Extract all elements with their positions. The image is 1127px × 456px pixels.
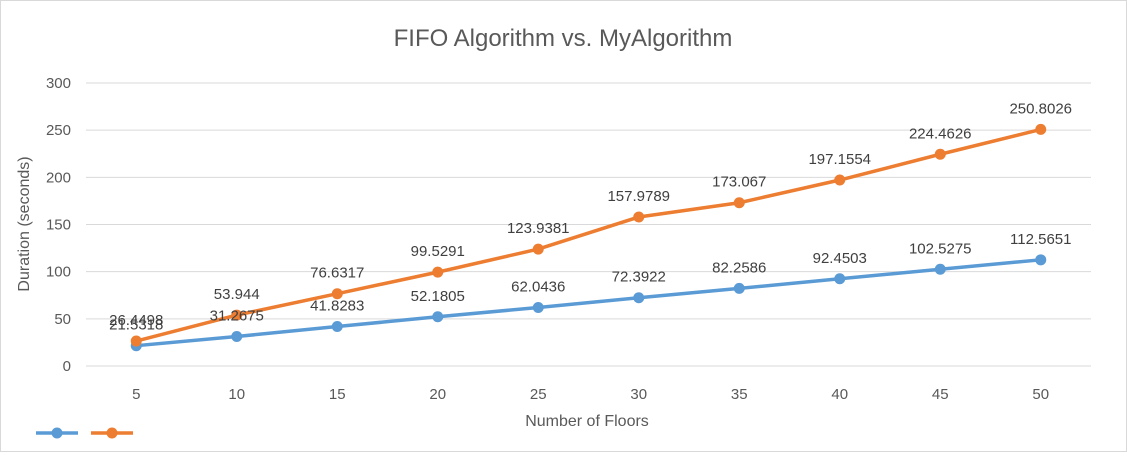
data-point xyxy=(231,309,243,321)
gridlines xyxy=(86,82,1091,367)
data-label: 173.067 xyxy=(712,174,766,191)
chart-title: FIFO Algorithm vs. MyAlgorithm xyxy=(394,25,733,52)
x-axis-ticks: 5 10 15 20 25 30 35 40 45 50 xyxy=(132,386,1049,403)
data-point xyxy=(532,243,544,255)
data-label: 31.2675 xyxy=(210,308,264,325)
y-tick-label: 250 xyxy=(46,122,71,139)
x-tick-label: 35 xyxy=(731,386,748,403)
data-point xyxy=(834,174,846,186)
data-point xyxy=(331,321,343,333)
y-tick-label: 300 xyxy=(46,75,71,92)
x-tick-label: 40 xyxy=(831,386,848,403)
data-point xyxy=(432,311,444,323)
data-label: 92.4503 xyxy=(813,250,867,267)
data-point xyxy=(130,335,142,347)
data-label: 21.5318 xyxy=(109,317,163,334)
data-label: 99.5291 xyxy=(411,243,465,260)
data-label: 52.1805 xyxy=(411,288,465,305)
data-point xyxy=(733,197,745,209)
data-point xyxy=(532,301,544,313)
y-axis-label: Duration (seconds) xyxy=(16,156,33,291)
data-point xyxy=(834,273,846,285)
data-label: 72.3922 xyxy=(612,269,666,286)
data-point xyxy=(934,263,946,275)
y-tick-label: 200 xyxy=(46,169,71,186)
y-axis-ticks: 0 50 100 150 200 250 300 xyxy=(46,75,71,375)
data-point xyxy=(934,148,946,160)
x-axis-label: Number of Floors xyxy=(525,413,649,430)
y-tick-label: 0 xyxy=(63,358,71,375)
data-label: 82.2586 xyxy=(712,259,766,276)
data-point xyxy=(633,211,645,223)
data-label: 197.1554 xyxy=(808,151,871,168)
x-tick-label: 5 xyxy=(132,386,140,403)
data-label: 76.6317 xyxy=(310,265,364,282)
data-point xyxy=(1035,254,1047,266)
legend-marker xyxy=(106,427,118,439)
data-label: 41.8283 xyxy=(310,298,364,315)
y-tick-label: 150 xyxy=(46,217,71,234)
data-point xyxy=(733,282,745,294)
chart-legend xyxy=(36,427,133,439)
data-label: 250.8026 xyxy=(1009,100,1072,117)
data-label: 157.9789 xyxy=(607,188,670,205)
x-tick-label: 45 xyxy=(932,386,949,403)
data-label: 123.9381 xyxy=(507,220,570,237)
series-layer xyxy=(130,123,1047,352)
data-label: 53.944 xyxy=(214,286,260,303)
y-tick-label: 50 xyxy=(54,311,71,328)
series-line xyxy=(134,258,1043,348)
x-tick-label: 50 xyxy=(1032,386,1049,403)
x-tick-label: 30 xyxy=(630,386,647,403)
data-point xyxy=(331,288,343,300)
y-tick-label: 100 xyxy=(46,264,71,281)
series-line xyxy=(134,127,1043,343)
data-point xyxy=(1035,123,1047,135)
data-label: 26.4498 xyxy=(109,312,163,329)
x-tick-label: 20 xyxy=(429,386,446,403)
x-tick-label: 15 xyxy=(329,386,346,403)
x-tick-label: 25 xyxy=(530,386,547,403)
data-point xyxy=(432,266,444,278)
data-point xyxy=(231,331,243,343)
data-label: 62.0436 xyxy=(511,278,565,295)
data-labels-layer: 21.5318 31.2675 41.8283 52.1805 62.0436 72.39… xyxy=(109,100,1072,333)
data-point xyxy=(633,292,645,304)
data-label: 112.5651 xyxy=(1010,231,1071,248)
x-tick-label: 10 xyxy=(228,386,245,403)
data-label: 102.5275 xyxy=(909,240,972,257)
legend-marker xyxy=(51,427,63,439)
data-label: 224.4626 xyxy=(909,125,972,142)
